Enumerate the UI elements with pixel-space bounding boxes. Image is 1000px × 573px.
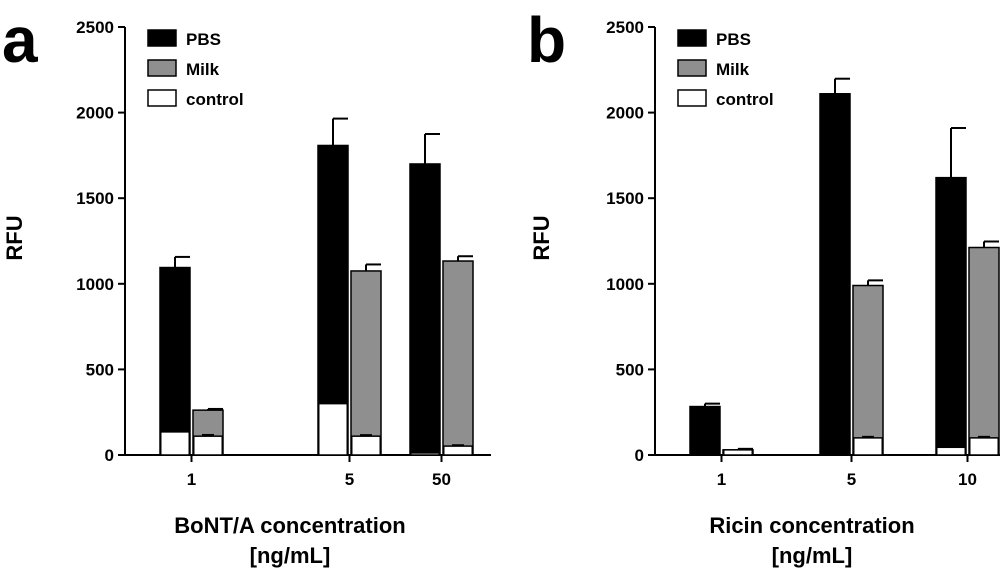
bar-pbs (819, 93, 851, 456)
bar-milk (442, 260, 474, 456)
legend-swatch-milk (677, 59, 707, 77)
bar-control-pbs (410, 452, 440, 456)
y-tick-label: 2500 (606, 18, 644, 37)
x-axis-title: Ricin concentration (709, 513, 914, 538)
y-axis-title: RFU (529, 215, 554, 260)
y-tick-label: 2000 (606, 104, 644, 123)
y-tick-label: 2500 (76, 18, 114, 37)
y-tick-label: 500 (86, 360, 114, 379)
bar-control-pbs (936, 446, 966, 456)
legend-label-milk: Milk (186, 60, 220, 79)
y-axis-title: RFU (2, 215, 27, 260)
bar-control-milk (193, 435, 223, 456)
bar-control-milk (969, 437, 999, 456)
legend-swatch-control (677, 89, 707, 107)
legend-swatch-pbs (147, 29, 177, 47)
bar-control-milk (351, 435, 381, 456)
x-axis-units: [ng/mL] (250, 543, 331, 568)
bar-milk (350, 270, 382, 456)
bar-control-pbs (160, 431, 190, 456)
bar-pbs (935, 176, 967, 456)
legend-label-control: control (186, 90, 244, 109)
x-tick-label: 5 (345, 470, 354, 489)
panel-b: b 0 500 1000 1500 2000 2500 RFU 1 5 10 Ricin concen… (527, 4, 1000, 568)
legend-swatch-control (147, 89, 177, 107)
x-tick-label: 50 (432, 470, 451, 489)
panel-letter: b (527, 4, 566, 76)
x-axis-units: [ng/mL] (772, 543, 853, 568)
y-tick-label: 2000 (76, 104, 114, 123)
legend-label-pbs: PBS (186, 30, 221, 49)
bar-control-milk (853, 437, 883, 456)
panel-letter: a (2, 4, 38, 76)
x-tick-label: 5 (847, 470, 856, 489)
bar-control-pbs (318, 402, 348, 456)
legend-swatch-milk (147, 59, 177, 77)
x-tick-label: 10 (958, 470, 977, 489)
y-tick-label: 0 (635, 446, 644, 465)
bar-milk (968, 246, 1000, 456)
legend-label-pbs: PBS (716, 30, 751, 49)
bar-pbs (689, 405, 721, 456)
bar-control-milk (443, 445, 473, 456)
bar-pbs (159, 266, 191, 456)
bar-control-milk (723, 449, 753, 456)
y-tick-label: 1500 (606, 189, 644, 208)
x-tick-label: 1 (187, 470, 196, 489)
y-tick-label: 1500 (76, 189, 114, 208)
y-tick-label: 0 (105, 446, 114, 465)
y-tick-label: 1000 (76, 275, 114, 294)
x-tick-label: 1 (717, 470, 726, 489)
x-axis-title: BoNT/A concentration (174, 513, 405, 538)
y-tick-label: 500 (616, 360, 644, 379)
legend-label-milk: Milk (716, 60, 750, 79)
bar-pbs (409, 163, 441, 456)
legend-label-control: control (716, 90, 774, 109)
bar-milk (852, 284, 884, 456)
legend-swatch-pbs (677, 29, 707, 47)
panel-a: a 0 500 1000 1500 2000 2500 RFU 1 5 50 BoNT/A conce… (2, 4, 491, 568)
y-tick-label: 1000 (606, 275, 644, 294)
